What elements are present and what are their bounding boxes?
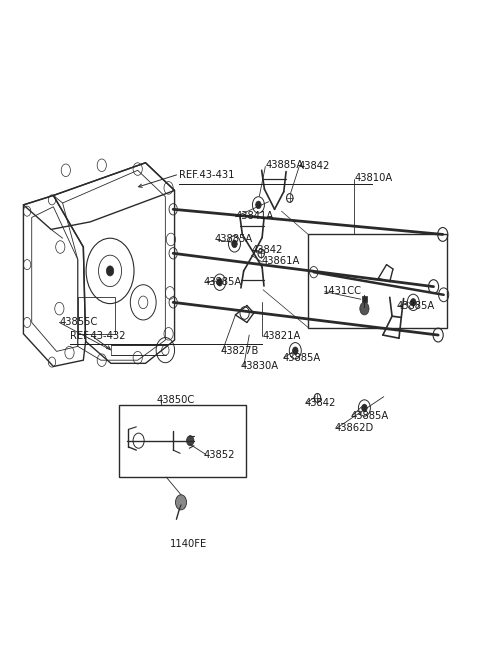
Circle shape <box>360 303 369 315</box>
Text: 43885A: 43885A <box>350 411 389 421</box>
Text: 43850C: 43850C <box>157 395 195 405</box>
Text: 43861A: 43861A <box>261 257 300 267</box>
Text: 43842: 43842 <box>252 245 283 255</box>
Text: 1140FE: 1140FE <box>170 540 207 550</box>
Text: 43821A: 43821A <box>262 331 300 341</box>
Text: 43810A: 43810A <box>354 173 393 183</box>
Bar <box>78 297 115 334</box>
Text: 43885A: 43885A <box>396 301 435 311</box>
Text: 43862D: 43862D <box>335 423 374 433</box>
Bar <box>361 296 367 303</box>
Text: 43841A: 43841A <box>235 210 274 221</box>
Text: 43885A: 43885A <box>265 160 303 170</box>
Text: 43885A: 43885A <box>203 276 241 287</box>
Text: 1431CC: 1431CC <box>323 286 362 296</box>
Text: 43885A: 43885A <box>282 352 321 363</box>
Text: 43830A: 43830A <box>241 362 279 371</box>
Bar <box>308 234 447 328</box>
Circle shape <box>410 299 416 306</box>
Text: REF.43-431: REF.43-431 <box>179 170 235 180</box>
Circle shape <box>187 436 194 445</box>
Circle shape <box>292 347 298 354</box>
Text: 43827B: 43827B <box>221 346 259 356</box>
Circle shape <box>217 278 223 286</box>
Circle shape <box>232 240 237 248</box>
Circle shape <box>107 266 114 276</box>
Bar <box>119 405 246 477</box>
Text: 43842: 43842 <box>299 161 330 171</box>
Circle shape <box>361 404 367 412</box>
Text: 43852: 43852 <box>204 449 236 460</box>
Text: 43842: 43842 <box>304 398 336 408</box>
Text: 43855C: 43855C <box>60 318 98 328</box>
Circle shape <box>256 201 261 209</box>
Text: 43885A: 43885A <box>214 234 252 244</box>
Text: REF.43-432: REF.43-432 <box>70 331 125 341</box>
Circle shape <box>176 495 187 510</box>
